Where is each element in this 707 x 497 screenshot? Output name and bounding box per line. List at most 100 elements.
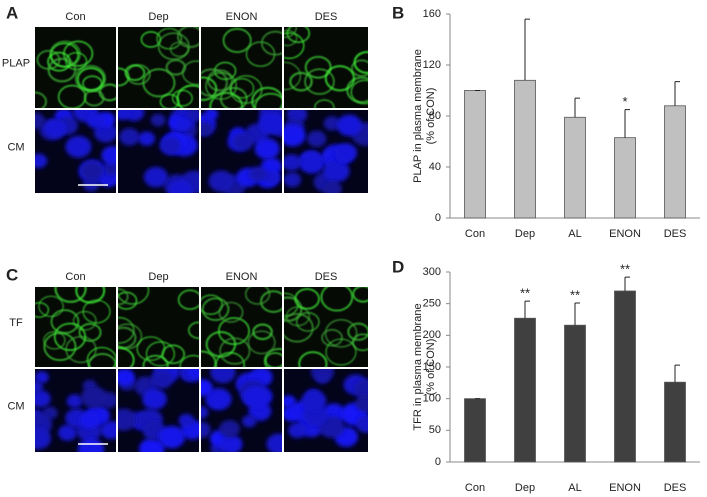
cell: [325, 338, 357, 366]
cell: [118, 288, 129, 306]
cell: [263, 347, 282, 367]
cell: [142, 354, 169, 367]
nucleus: [284, 154, 302, 171]
nucleus: [35, 427, 52, 450]
cell: [177, 289, 199, 310]
row-label: PLAP: [2, 57, 30, 69]
nucleus: [35, 112, 45, 130]
cell: [314, 99, 335, 108]
nucleus: [284, 172, 302, 188]
cell: [161, 344, 186, 365]
nucleus: [138, 131, 156, 146]
cell: [229, 78, 255, 99]
nucleus: [201, 122, 213, 137]
nucleus: [119, 128, 140, 146]
error-bar: [674, 81, 680, 106]
cell: [86, 346, 116, 367]
nucleus: [219, 434, 243, 452]
nucleus: [248, 166, 268, 182]
nucleus: [298, 151, 326, 174]
panel-label: A: [6, 3, 18, 22]
column-label: ENON: [226, 271, 258, 283]
cell: [251, 86, 282, 108]
cell: [165, 59, 187, 76]
nucleus: [66, 394, 83, 409]
bar: [514, 79, 536, 219]
y-axis-label: (% of CON): [425, 339, 437, 396]
nucleus: [100, 420, 116, 440]
cell: [352, 287, 368, 303]
cell: [217, 317, 250, 346]
cell: [261, 30, 282, 56]
panel-label: B: [392, 3, 404, 22]
nucleus: [35, 389, 51, 408]
nucleus: [201, 379, 213, 397]
nucleus: [80, 386, 107, 409]
row-label: CM: [7, 141, 24, 153]
cell: [201, 297, 230, 321]
error-bar: [674, 364, 680, 383]
significance: **: [620, 262, 630, 277]
cell: [252, 323, 273, 341]
nucleus: [201, 421, 211, 439]
nucleus: [219, 419, 241, 438]
cells: [35, 287, 116, 367]
bar: [664, 105, 686, 219]
cell: [47, 57, 77, 83]
cells: [284, 287, 368, 367]
nucleus: [118, 110, 131, 121]
x-tick-label: Con: [465, 482, 485, 494]
nucleus: [77, 438, 105, 452]
cell: [304, 55, 332, 79]
y-tick-label: 50: [429, 424, 441, 436]
nucleus: [318, 416, 345, 438]
cell: [159, 93, 180, 108]
nucleus: [35, 380, 44, 394]
nucleus: [288, 422, 307, 439]
x-tick-label: ENON: [609, 482, 641, 494]
x-tick-label: AL: [568, 482, 581, 494]
bar: [564, 116, 586, 219]
cell: [118, 323, 143, 350]
cells: [284, 369, 368, 447]
error-bar: [624, 276, 630, 291]
cells: [284, 110, 368, 193]
row-label: CM: [7, 400, 24, 412]
cell: [35, 91, 47, 108]
bar: [564, 324, 586, 463]
nucleus: [80, 161, 104, 181]
cell: [38, 295, 64, 318]
cell: [53, 322, 87, 351]
cell: [350, 79, 368, 105]
nucleus: [168, 179, 193, 193]
cell: [118, 67, 130, 87]
cell: [284, 61, 302, 91]
nucleus: [143, 166, 169, 188]
cell: [320, 287, 354, 312]
cell: [284, 32, 305, 59]
y-tick-label: 300: [423, 266, 441, 278]
cell: [50, 309, 80, 334]
nucleus: [158, 425, 186, 449]
cell: [304, 68, 335, 95]
cell: [294, 288, 320, 310]
nucleus: [35, 371, 49, 384]
cell: [76, 67, 105, 92]
nucleus: [118, 369, 135, 386]
cells: [118, 369, 199, 452]
error-bar: [574, 302, 580, 326]
cells: [118, 27, 199, 108]
cell: [324, 65, 355, 92]
nucleus: [242, 415, 257, 428]
cell: [351, 333, 368, 352]
cell: [124, 64, 146, 82]
nucleus: [355, 394, 368, 413]
cell: [35, 302, 50, 318]
cell: [286, 27, 311, 44]
x-tick-label: DES: [664, 228, 687, 240]
error-bar: [574, 97, 580, 118]
cell: [321, 329, 343, 347]
cell: [324, 319, 358, 348]
cells: [201, 369, 282, 452]
